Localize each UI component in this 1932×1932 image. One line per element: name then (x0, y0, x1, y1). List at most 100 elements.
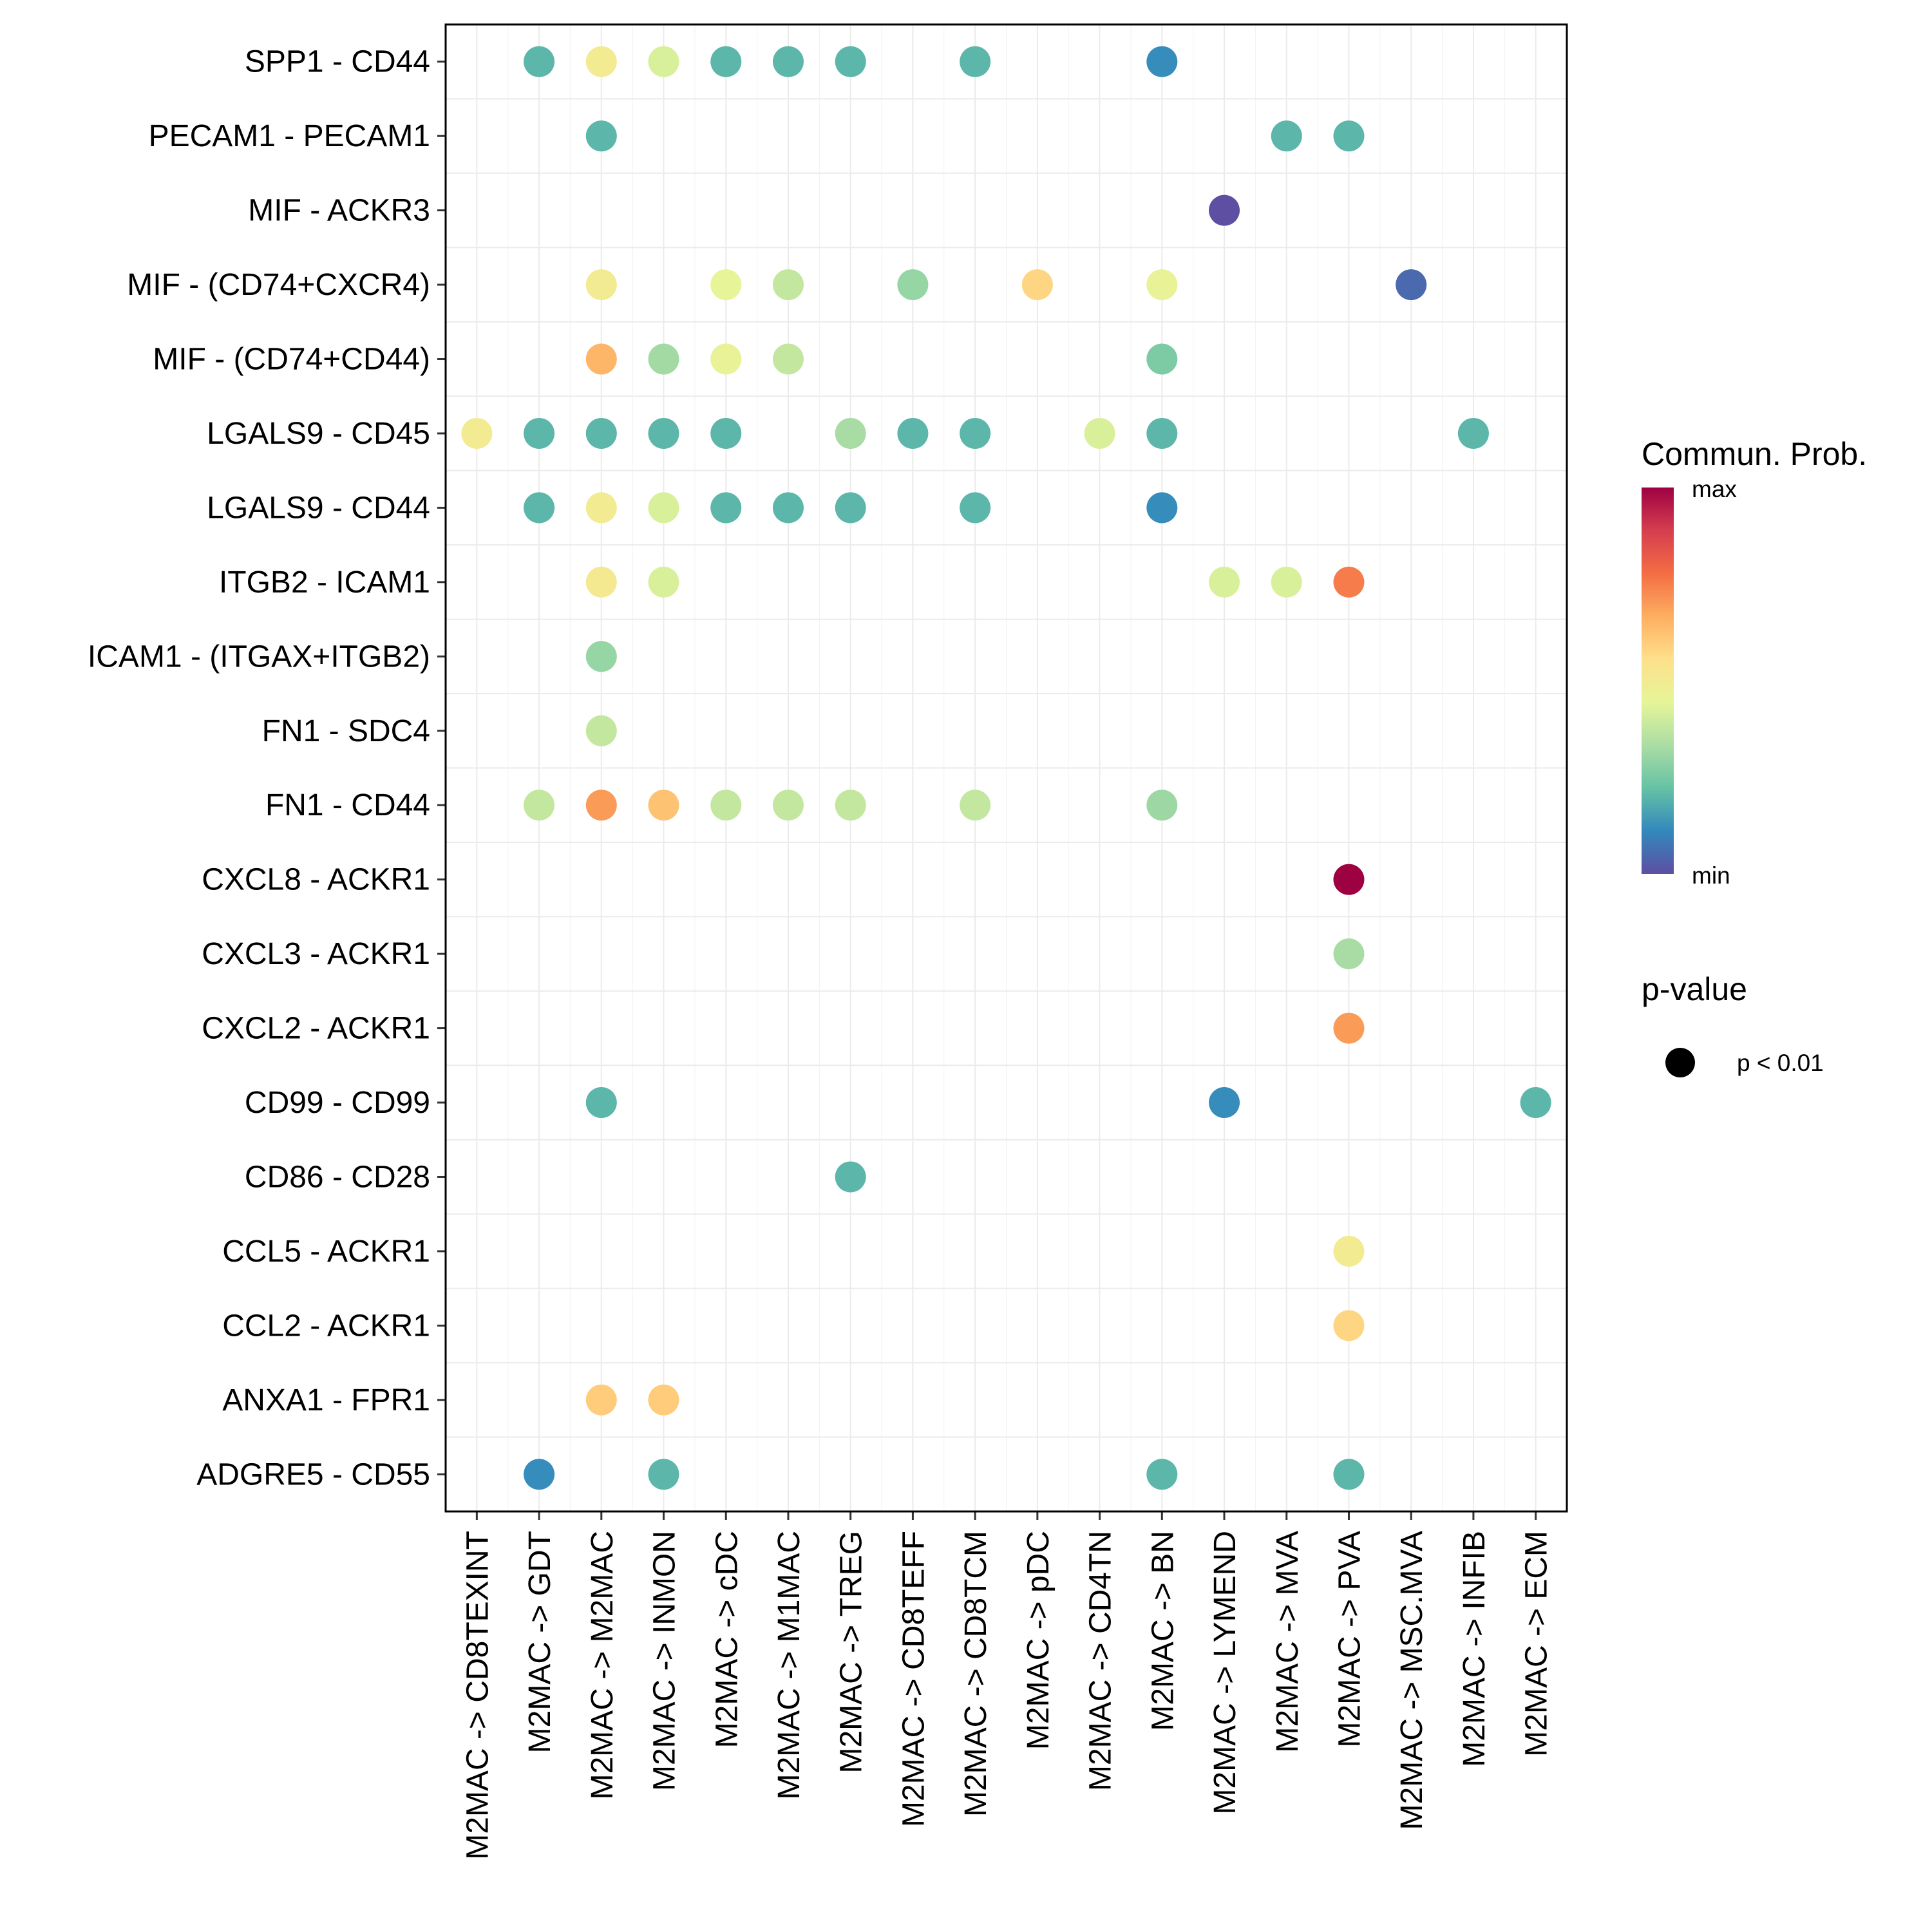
data-point (1333, 864, 1365, 895)
data-point (772, 269, 804, 301)
x-tick-label: M2MAC -> CD8TEFF (896, 1531, 931, 1827)
y-tick-label: CCL2 - ACKR1 (222, 1309, 430, 1343)
pvalue-legend: p-value p < 0.01 (1642, 971, 1824, 1077)
y-tick-label: ANXA1 - FPR1 (222, 1383, 430, 1417)
data-point (648, 566, 679, 598)
data-point (960, 492, 991, 524)
x-tick-label: M2MAC -> ECM (1520, 1531, 1554, 1757)
x-tick-label: M2MAC -> cDC (710, 1531, 744, 1748)
data-point (710, 46, 742, 77)
data-point (710, 790, 742, 821)
x-tick-label: M2MAC -> BN (1146, 1531, 1180, 1731)
y-tick-label: CD99 - CD99 (245, 1086, 430, 1120)
y-tick-label: LGALS9 - CD44 (207, 491, 430, 525)
data-point (648, 1459, 679, 1490)
x-tick-label: M2MAC -> GDT (523, 1531, 557, 1753)
data-point (1333, 938, 1365, 970)
data-point (585, 1384, 617, 1416)
y-tick-label: CD86 - CD28 (245, 1160, 430, 1194)
x-tick-label: M2MAC -> CD8TCM (959, 1531, 993, 1817)
data-point (1271, 566, 1302, 598)
data-point (960, 790, 991, 821)
data-point (648, 790, 679, 821)
y-tick-label: FN1 - SDC4 (262, 714, 430, 748)
data-point (585, 269, 617, 301)
y-tick-label: MIF - (CD74+CD44) (153, 343, 430, 377)
y-tick-label: ICAM1 - (ITGAX+ITGB2) (88, 639, 430, 674)
data-point (960, 417, 991, 449)
data-point (524, 790, 555, 821)
color-legend: Commun. Prob. max min (1642, 436, 1867, 889)
data-point (648, 343, 679, 375)
data-point (835, 492, 866, 524)
data-point (1146, 492, 1178, 524)
data-point (1146, 46, 1178, 77)
y-tick-label: ADGRE5 - CD55 (196, 1457, 430, 1492)
y-tick-label: CXCL2 - ACKR1 (202, 1012, 430, 1046)
x-axis-labels: M2MAC -> CD8TEXINT M2MAC -> GDT M2MAC -> M… (460, 1531, 1553, 1860)
data-point (648, 1384, 679, 1416)
data-point (1333, 1459, 1365, 1490)
data-point (835, 46, 866, 77)
data-point (585, 120, 617, 152)
data-point (524, 417, 555, 449)
data-point (1333, 566, 1365, 598)
data-point (585, 566, 617, 598)
data-point (1333, 1012, 1365, 1044)
y-axis-labels: SPP1 - CD44 PECAM1 - PECAM1 MIF - ACKR3 MIF… (88, 45, 430, 1492)
data-point (585, 1087, 617, 1119)
color-legend-title: Commun. Prob. (1642, 436, 1867, 472)
data-point (1146, 343, 1178, 375)
colorbar-min-label: min (1692, 862, 1730, 889)
data-point (835, 417, 866, 449)
data-point (710, 343, 742, 375)
data-point (524, 492, 555, 524)
data-point (1146, 1459, 1178, 1490)
axis-ticks (437, 61, 1537, 1520)
y-tick-label: LGALS9 - CD45 (207, 417, 430, 451)
y-tick-label: CCL5 - ACKR1 (222, 1235, 430, 1269)
x-tick-label: M2MAC -> M2MAC (585, 1531, 620, 1799)
plot-panel-border (444, 23, 1568, 1513)
x-tick-label: M2MAC -> M1MAC (772, 1531, 806, 1799)
data-point (1396, 269, 1427, 301)
data-point (772, 343, 804, 375)
data-point (461, 417, 493, 449)
y-tick-label: CXCL8 - ACKR1 (202, 863, 430, 897)
x-tick-label: M2MAC -> CD4TN (1084, 1531, 1118, 1791)
pvalue-legend-label: p < 0.01 (1737, 1050, 1824, 1076)
data-point (585, 46, 617, 77)
x-tick-label: M2MAC -> pDC (1021, 1531, 1056, 1750)
data-point (835, 790, 866, 821)
data-point (1146, 417, 1178, 449)
y-tick-label: MIF - (CD74+CXCR4) (127, 268, 430, 302)
data-point (1333, 120, 1365, 152)
data-point (1146, 790, 1178, 821)
y-tick-label: ITGB2 - ICAM1 (219, 565, 430, 600)
data-point (648, 46, 679, 77)
data-point (710, 417, 742, 449)
data-point (1146, 269, 1178, 301)
data-point (772, 790, 804, 821)
data-point (1021, 269, 1053, 301)
colorbar (1642, 488, 1674, 874)
data-point (585, 417, 617, 449)
y-tick-label: PECAM1 - PECAM1 (149, 119, 430, 153)
data-point (1084, 417, 1115, 449)
data-point (585, 343, 617, 375)
y-tick-label: MIF - ACKR3 (248, 194, 430, 228)
data-point (1209, 1087, 1240, 1119)
data-point (1457, 417, 1489, 449)
data-point (1520, 1087, 1551, 1119)
colorbar-max-label: max (1692, 476, 1737, 502)
x-tick-label: M2MAC -> MSC.MVA (1395, 1531, 1429, 1830)
y-tick-label: SPP1 - CD44 (245, 45, 430, 79)
data-point (710, 492, 742, 524)
data-point (1209, 194, 1240, 226)
data-point (960, 46, 991, 77)
pvalue-legend-dot (1665, 1048, 1695, 1077)
pvalue-legend-title: p-value (1642, 971, 1747, 1007)
data-point (897, 417, 929, 449)
x-tick-label: M2MAC -> LYMEND (1208, 1531, 1242, 1815)
